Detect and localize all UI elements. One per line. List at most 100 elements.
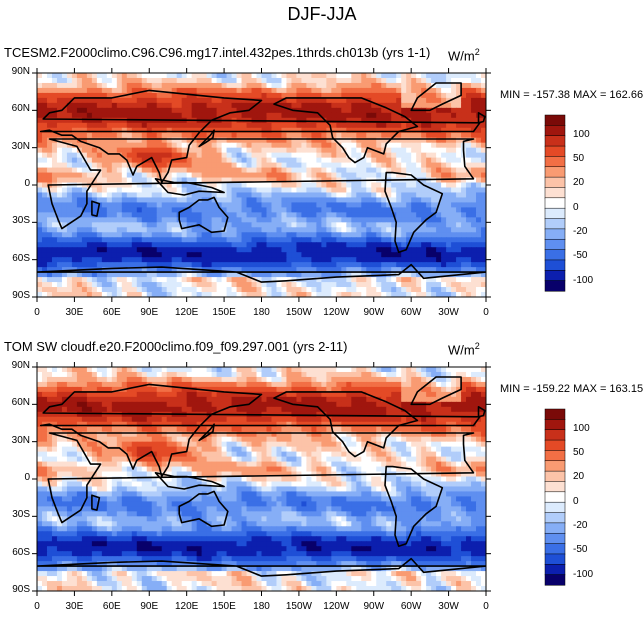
field-cell <box>56 122 63 129</box>
field-cell <box>461 192 467 199</box>
field-cell <box>81 227 88 233</box>
field-cell <box>76 142 83 149</box>
field-cell <box>281 406 288 413</box>
field-cell <box>316 277 322 283</box>
field-cell <box>291 247 298 253</box>
field-cell <box>376 386 382 393</box>
field-cell <box>446 401 452 408</box>
field-cell <box>236 177 243 184</box>
field-cell <box>376 137 382 144</box>
field-cell <box>231 172 238 179</box>
field-cell <box>481 272 486 278</box>
field-cell <box>136 197 143 204</box>
field-cell <box>206 192 213 199</box>
field-cell <box>106 272 113 278</box>
field-cell <box>166 202 173 208</box>
field-cell <box>116 401 123 408</box>
field-cell <box>226 217 233 223</box>
field-cell <box>386 102 392 109</box>
field-cell <box>176 142 183 149</box>
field-cell <box>411 217 417 223</box>
field-cell <box>251 122 258 129</box>
field-cell <box>37 381 43 388</box>
field-cell <box>106 232 113 238</box>
field-cell <box>401 142 407 149</box>
field-cell <box>466 272 472 278</box>
field-cell <box>256 122 263 129</box>
field-cell <box>331 277 337 283</box>
field-cell <box>441 112 447 119</box>
field-cell <box>466 287 472 293</box>
field-cell <box>396 371 402 378</box>
field-cell <box>76 192 83 199</box>
field-cell <box>166 217 173 223</box>
field-cell <box>291 97 298 104</box>
field-cell <box>236 262 243 268</box>
field-cell <box>146 162 153 169</box>
field-cell <box>401 376 407 383</box>
field-cell <box>166 82 173 89</box>
field-cell <box>366 172 372 179</box>
field-cell <box>151 406 158 413</box>
field-cell <box>46 82 53 89</box>
field-cell <box>411 97 417 104</box>
field-cell <box>316 97 322 104</box>
field-cell <box>406 122 412 129</box>
field-cell <box>76 102 83 109</box>
field-cell <box>276 172 283 179</box>
field-cell <box>351 376 357 383</box>
field-cell <box>71 77 78 84</box>
field-cell <box>366 252 372 258</box>
field-cell <box>111 287 118 293</box>
field-cell <box>121 272 128 278</box>
field-cell <box>236 217 243 223</box>
field-cell <box>346 142 352 149</box>
field-cell <box>76 222 83 228</box>
field-cell <box>246 97 253 104</box>
field-cell <box>376 391 382 398</box>
field-cell <box>396 267 402 273</box>
field-cell <box>161 182 168 189</box>
field-cell <box>46 107 53 114</box>
field-cell <box>371 157 377 164</box>
field-cell <box>111 292 118 297</box>
field-cell <box>236 167 243 174</box>
field-cell <box>396 401 402 408</box>
field-cell <box>266 157 273 164</box>
field-cell <box>441 107 447 114</box>
field-cell <box>71 396 78 403</box>
field-cell <box>56 142 63 149</box>
field-cell <box>446 406 452 413</box>
field-cell <box>206 287 213 293</box>
field-cell <box>361 187 367 194</box>
field-cell <box>191 252 198 258</box>
field-cell <box>351 277 357 283</box>
field-cell <box>51 162 58 169</box>
field-cell <box>171 391 178 398</box>
field-cell <box>56 177 63 184</box>
field-cell <box>286 391 293 398</box>
field-cell <box>331 411 337 418</box>
field-cell <box>386 232 392 238</box>
field-cell <box>316 127 322 134</box>
field-cell <box>276 92 283 99</box>
field-cell <box>441 287 447 293</box>
field-cell <box>431 152 437 159</box>
field-cell <box>361 222 367 228</box>
field-cell <box>116 292 123 297</box>
field-cell <box>326 386 332 393</box>
field-cell <box>211 391 218 398</box>
field-cell <box>56 367 63 373</box>
field-cell <box>436 232 442 238</box>
field-cell <box>156 262 163 268</box>
field-cell <box>291 127 298 134</box>
field-cell <box>236 367 243 373</box>
field-cell <box>131 252 138 258</box>
field-cell <box>266 152 273 159</box>
field-cell <box>296 187 303 194</box>
field-cell <box>126 192 133 199</box>
field-cell <box>376 122 382 129</box>
field-cell <box>276 252 283 258</box>
field-cell <box>366 247 372 253</box>
field-cell <box>96 252 103 258</box>
